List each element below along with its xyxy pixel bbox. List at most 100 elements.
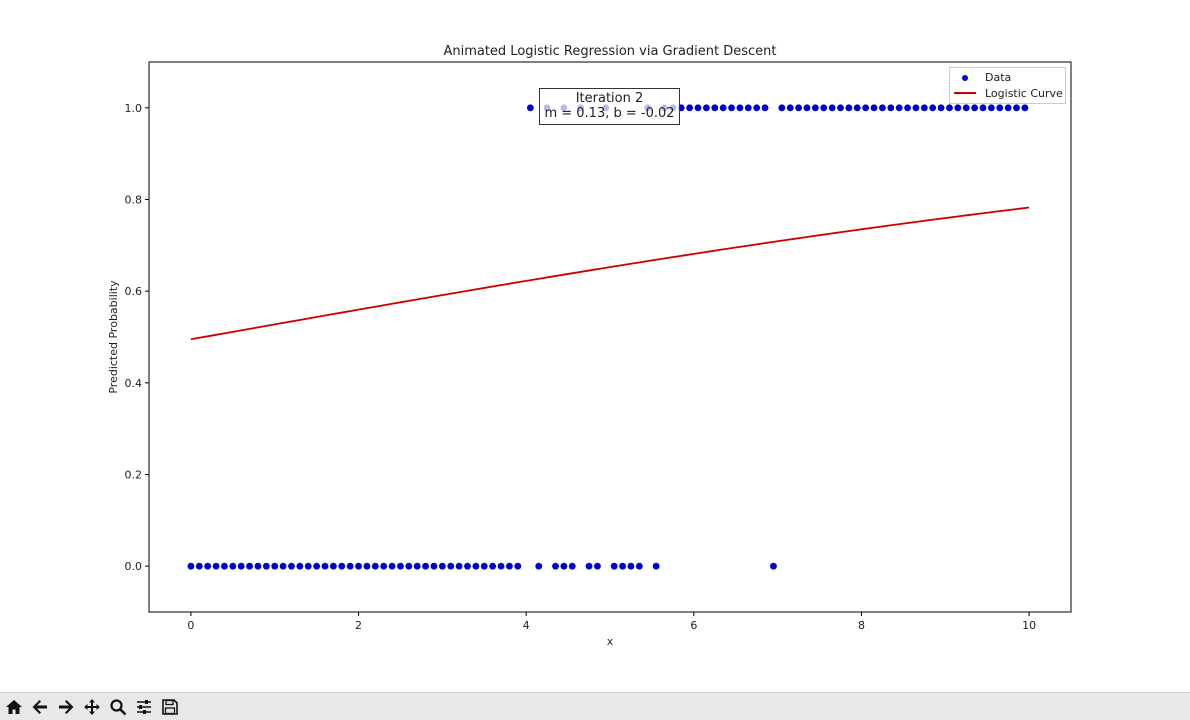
data-point [904, 104, 911, 112]
data-point [761, 104, 769, 112]
data-point [288, 562, 295, 570]
data-point [862, 104, 870, 112]
legend-data-marker [962, 75, 968, 81]
data-point [920, 104, 928, 112]
data-point [1004, 104, 1012, 112]
data-point [480, 562, 488, 570]
data-point [786, 104, 794, 112]
data-point [753, 104, 761, 112]
data-point [187, 562, 195, 570]
data-point [686, 104, 694, 112]
data-point [1013, 104, 1020, 112]
data-point [585, 562, 593, 570]
y-tick-label: 0.4 [125, 377, 143, 390]
y-tick-label: 0.0 [125, 560, 143, 573]
zoom-button[interactable] [106, 695, 130, 719]
data-point [879, 104, 886, 112]
data-point [811, 104, 819, 112]
plot-area [148, 61, 1072, 613]
data-point [971, 104, 979, 112]
data-point [514, 562, 522, 570]
pan-button[interactable] [80, 695, 104, 719]
data-point [728, 104, 735, 112]
y-axis-ticks: 0.0 0.2 0.4 0.6 0.8 1.0 [125, 102, 149, 573]
data-point [388, 562, 396, 570]
data-point [996, 104, 1004, 112]
data-point [405, 562, 413, 570]
data-point [489, 562, 497, 570]
save-button[interactable] [158, 695, 182, 719]
data-point [744, 104, 752, 112]
data-point [464, 562, 471, 570]
data-point [204, 562, 212, 570]
y-tick-label: 1.0 [125, 102, 143, 115]
legend-data-label: Data [985, 70, 1012, 84]
data-point [895, 104, 903, 112]
data-point [954, 104, 962, 112]
data-point [594, 562, 601, 570]
data-point [837, 104, 844, 112]
data-point [702, 104, 710, 112]
data-point [237, 562, 245, 570]
configure-subplots-button[interactable] [132, 695, 156, 719]
data-point [526, 104, 534, 112]
data-point [212, 562, 220, 570]
iteration-annotation: Iteration 2 m = 0.13, b = -0.02 [539, 88, 680, 125]
data-point [254, 562, 262, 570]
x-tick-label: 6 [690, 619, 697, 632]
data-point [535, 562, 543, 570]
data-point [447, 562, 455, 570]
data-point [912, 104, 920, 112]
data-point [845, 104, 853, 112]
data-point [560, 562, 568, 570]
y-tick-label: 0.6 [125, 285, 143, 298]
data-point [338, 562, 346, 570]
data-point [979, 104, 987, 112]
data-point [1021, 104, 1029, 112]
annotation-iteration: Iteration 2 [575, 91, 644, 106]
x-tick-label: 10 [1022, 619, 1036, 632]
data-point [711, 104, 719, 112]
annotation-parameters: m = 0.13, b = -0.02 [544, 106, 675, 121]
forward-button[interactable] [54, 695, 78, 719]
data-point [304, 562, 312, 570]
data-point [937, 104, 945, 112]
data-point [719, 104, 727, 112]
chart-figure: Animated Logistic Regression via Gradien… [107, 44, 1072, 648]
data-point [430, 562, 438, 570]
data-point [422, 562, 429, 570]
data-point [296, 562, 304, 570]
data-point [635, 562, 643, 570]
x-tick-label: 0 [187, 619, 194, 632]
data-point [506, 562, 513, 570]
data-point [770, 562, 777, 570]
data-point [313, 562, 321, 570]
logistic-curve-line [190, 206, 1030, 341]
arrow-left-icon [32, 699, 47, 714]
data-point [736, 104, 744, 112]
data-point [820, 104, 828, 112]
data-point [619, 562, 626, 570]
data-point [355, 562, 362, 570]
x-axis-label: x [607, 635, 614, 648]
data-point [610, 562, 618, 570]
magnifier-icon [110, 698, 127, 715]
legend-curve-label: Logistic Curve [985, 86, 1063, 100]
data-point [652, 562, 660, 570]
data-point [438, 562, 446, 570]
data-point [397, 562, 404, 570]
data-point [552, 562, 559, 570]
legend-curve-marker [954, 92, 976, 94]
data-point [962, 104, 970, 112]
home-button[interactable] [2, 695, 26, 719]
data-point [246, 562, 253, 570]
x-tick-label: 2 [355, 619, 362, 632]
move-icon [84, 698, 100, 715]
data-point [987, 104, 995, 112]
data-point [455, 562, 463, 570]
logistic-curve-layer [190, 206, 1030, 341]
data-point [229, 562, 237, 570]
data-point [271, 562, 279, 570]
back-button[interactable] [28, 695, 52, 719]
arrow-right-icon [59, 699, 74, 714]
